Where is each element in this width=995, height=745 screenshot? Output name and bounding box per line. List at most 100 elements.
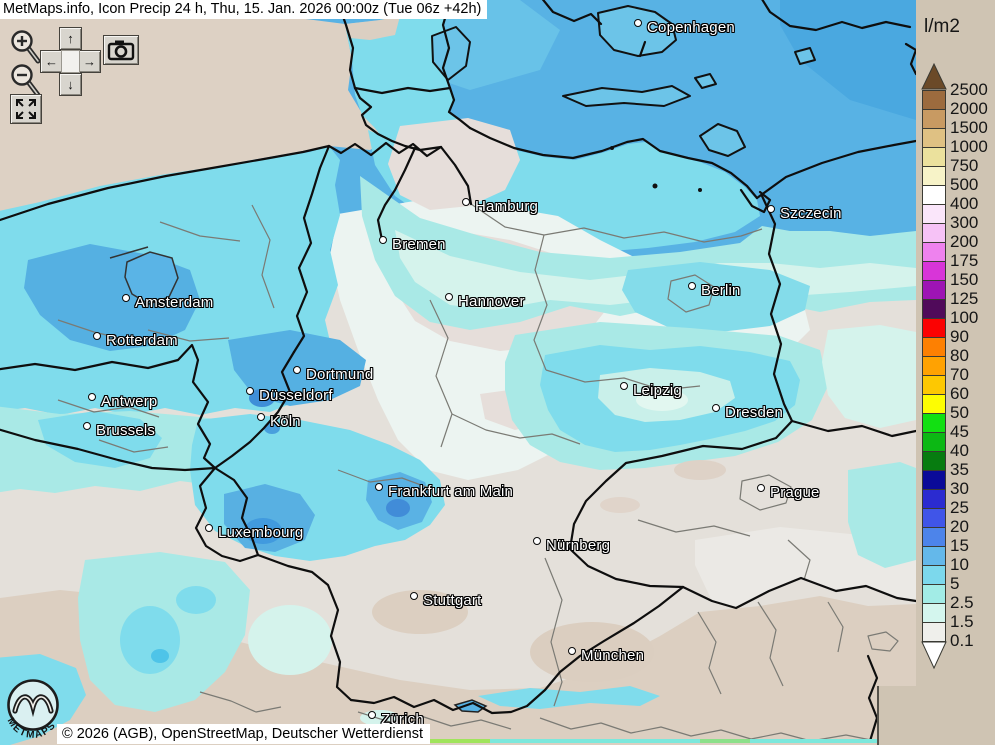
legend-tick-label: 100 [950,308,979,327]
legend-color-step [922,337,946,357]
islands [431,5,816,157]
pan-down-button[interactable]: ↓ [59,73,82,96]
magnifier-minus-icon [11,64,41,98]
city-label: Frankfurt am Main [375,482,513,501]
city-label: Zürich [368,710,424,729]
snapshot-button[interactable] [103,35,139,65]
city-marker-icon [122,294,130,302]
legend-tick-label: 400 [950,194,979,213]
city-label: Leipzig [620,381,682,400]
legend-tick-label: 125 [950,289,979,308]
legend-color-step [922,280,946,300]
city-label: Düsseldorf [246,386,333,405]
city-label: Hamburg [462,197,538,216]
legend-color-step [922,546,946,566]
legend-tick-label: 1500 [950,118,988,137]
legend-tick-label: 2000 [950,99,988,118]
country-borders [0,0,916,743]
city-marker-icon [767,205,775,213]
city-marker-icon [410,592,418,600]
expand-arrows-icon [16,99,36,119]
legend-color-step [922,356,946,376]
city-marker-icon [375,483,383,491]
legend-tick-label: 10 [950,555,969,574]
city-marker-icon [205,524,213,532]
city-marker-icon [88,393,96,401]
pan-up-button[interactable]: ↑ [59,27,82,50]
city-marker-icon [445,293,453,301]
legend-color-step [922,299,946,319]
city-name: Antwerp [101,393,158,410]
city-label: Copenhagen [634,18,735,37]
pan-left-button[interactable]: ← [40,50,63,73]
city-label: München [568,646,644,665]
city-marker-icon [93,332,101,340]
city-label: Szczecin [767,204,842,223]
city-label: Köln [257,412,301,431]
legend-arrow-down [921,641,947,670]
city-name: Copenhagen [647,19,735,36]
legend-tick-label: 300 [950,213,979,232]
legend-tick-label: 20 [950,517,969,536]
city-marker-icon [568,647,576,655]
legend-color-step [922,128,946,148]
legend-tick-label: 30 [950,479,969,498]
attribution-bar[interactable]: © 2026 (AGB), OpenStreetMap, Deutscher W… [57,724,430,744]
legend-tick-label: 5 [950,574,960,593]
legend-tick-label: 200 [950,232,979,251]
legend-color-step [922,261,946,281]
legend-color-step [922,565,946,585]
city-marker-icon [257,413,265,421]
city-name: Frankfurt am Main [388,483,514,500]
legend-color-step [922,90,946,110]
legend-tick-label: 1.5 [950,612,974,631]
legend-color-step [922,527,946,547]
city-label: Brussels [83,421,155,440]
legend-color-step [922,204,946,224]
city-name: Dortmund [306,366,374,383]
magnifier-plus-icon [11,30,41,64]
legend-color-step [922,318,946,338]
legend-color-step [922,242,946,262]
city-marker-icon [634,19,642,27]
legend-panel: l/m2 2500 2000 1500 1000 750 500 400 300 200 175 1… [916,0,995,745]
city-marker-icon [688,282,696,290]
city-label: Bremen [379,235,446,254]
fullscreen-button[interactable] [10,94,42,124]
city-marker-icon [533,537,541,545]
legend-unit-label: l/m2 [924,16,960,37]
city-marker-icon [620,382,628,390]
city-name: Köln [270,413,301,430]
legend-tick-label: 80 [950,346,969,365]
legend-tick-label: 40 [950,441,969,460]
legend-color-step [922,223,946,243]
zoom-out-button[interactable] [9,62,41,105]
legend-tick-label: 2.5 [950,593,974,612]
pan-center [61,50,80,73]
city-label: Prague [757,483,820,502]
legend-color-step [922,413,946,433]
legend-tick-label: 70 [950,365,969,384]
pan-right-button[interactable]: → [78,50,101,73]
city-marker-icon [246,387,254,395]
city-marker-icon [712,404,720,412]
city-name: Zürich [381,711,424,728]
legend-tick-label: 90 [950,327,969,346]
zoom-in-button[interactable] [9,28,41,71]
city-name: Stuttgart [423,592,482,609]
legend-tick-label: 50 [950,403,969,422]
legend-tick-label: 750 [950,156,979,175]
city-name: Prague [770,484,820,501]
legend-tick-label: 2500 [950,80,988,99]
city-marker-icon [462,198,470,206]
city-marker-icon [379,236,387,244]
weather-map[interactable]: Copenhagen Hamburg Szczecin Bremen Berlin Han… [0,0,916,745]
city-marker-icon [757,484,765,492]
legend-tick-label: 60 [950,384,969,403]
legend-tick-label: 45 [950,422,969,441]
legend-tick-label: 150 [950,270,979,289]
legend-color-step [922,166,946,186]
map-canvas [0,0,916,745]
legend-color-step [922,470,946,490]
city-marker-icon [368,711,376,719]
